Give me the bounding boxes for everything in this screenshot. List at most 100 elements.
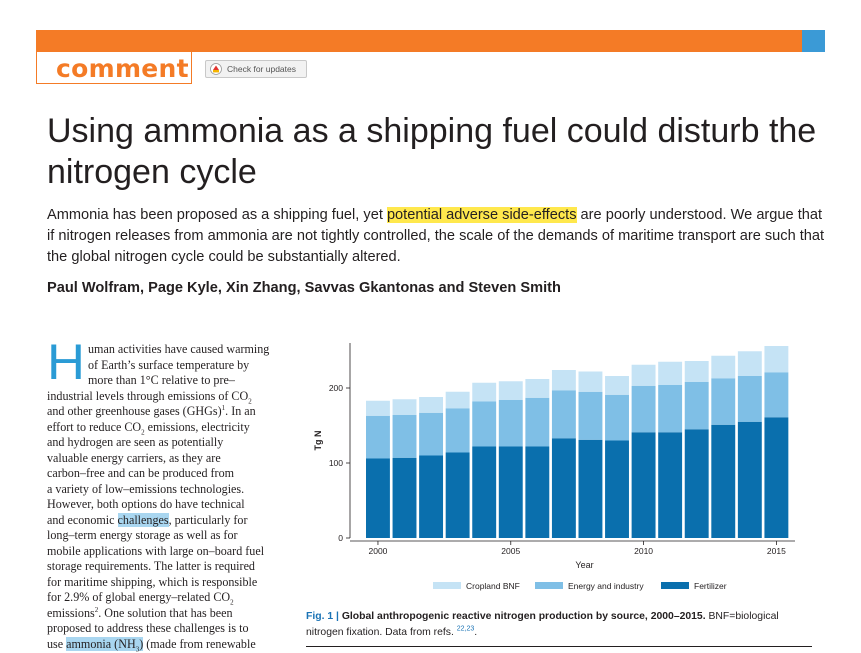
caption-text: nitrogen fixation. Data from refs. (306, 627, 457, 638)
bar-segment (366, 400, 390, 416)
body-text-segment: . In an (225, 404, 256, 418)
body-text-segment: for 2.9% of global energy–related CO (47, 590, 231, 604)
bar-segment (445, 391, 470, 409)
standfirst-pre: Ammonia has been proposed as a shipping … (47, 207, 387, 223)
bar-segment (392, 415, 417, 458)
body-line: proposed to address these challenges is … (47, 621, 249, 635)
bar-segment (737, 421, 762, 538)
body-line: industrial levels through emissions of C… (47, 389, 295, 405)
bar-segment (684, 429, 709, 538)
x-tick-label: 2005 (501, 546, 520, 556)
legend-swatch (661, 582, 689, 589)
reference-link[interactable]: 22,23 (456, 625, 475, 633)
subscript: 2 (230, 598, 234, 607)
body-line: carbon–free and can be produced from (47, 466, 235, 480)
bar-segment (498, 446, 523, 538)
legend-label: Energy and industry (568, 581, 644, 591)
body-text-segment: ) (139, 636, 144, 651)
reference-link[interactable]: 1 (221, 403, 226, 412)
bar-segment (472, 382, 497, 402)
check-updates-label: Check for updates (227, 64, 296, 74)
body-line: for 2.9% of global energy–related CO2 (47, 590, 295, 606)
subscript: 3 (135, 644, 140, 653)
bar-segment (392, 399, 417, 415)
legend-swatch (535, 582, 563, 589)
bar-segment (764, 372, 789, 418)
legend-swatch (433, 582, 461, 589)
y-tick-label: 100 (329, 458, 343, 468)
standfirst-highlight[interactable]: potential adverse side-effects (386, 207, 577, 223)
body-text-segment: emissions, electricity (144, 419, 250, 434)
dropcap: H (47, 342, 85, 380)
body-line: However, both options do have technical (47, 497, 245, 511)
bar-segment (445, 452, 470, 538)
bar-segment (419, 455, 444, 538)
bar-segment (578, 391, 603, 440)
bar-segment (605, 440, 629, 538)
authors: Paul Wolfram, Page Kyle, Xin Zhang, Savv… (47, 280, 561, 296)
caption-text: BNF=biological (705, 611, 779, 622)
bar-segment (445, 408, 470, 453)
bar-segment (366, 458, 390, 538)
bar-segment (658, 385, 683, 433)
bar-segment (711, 355, 736, 379)
highlight-ammonia[interactable]: ammonia (NH3) (66, 636, 144, 653)
body-text-segment: ammonia (NH (66, 636, 136, 651)
body-text-segment: and economic (47, 512, 118, 527)
article-title: Using ammonia as a shipping fuel could d… (47, 112, 817, 191)
body-text-segment: use (47, 636, 67, 651)
bar-segment (658, 432, 683, 538)
check-for-updates-button[interactable]: Check for updates (205, 60, 307, 78)
body-line: long–term energy storage as well as for (47, 528, 238, 542)
bar-segment (631, 385, 656, 433)
check-updates-icon (210, 63, 222, 75)
bar-segment (737, 376, 762, 422)
bar-segment (684, 361, 709, 382)
highlight-challenges[interactable]: challenges (117, 512, 169, 527)
figure-caption: Fig. 1 | Global anthropogenic reactive n… (306, 609, 816, 641)
body-line: more than 1°C relative to pre– (88, 373, 235, 387)
bottom-rule (306, 646, 812, 647)
body-line: uman activities have caused warming (88, 342, 270, 356)
body-line: and hydrogen are seen as potentially (47, 435, 224, 449)
x-tick-label: 2000 (368, 546, 387, 556)
body-text-segment: . One solution that has been (98, 605, 233, 620)
bar-segment (551, 370, 576, 391)
y-axis-label: Tg N (313, 431, 323, 451)
standfirst-post: are poorly understood. We argue that if … (47, 207, 825, 265)
x-axis-label: Year (575, 560, 593, 570)
bar-segment (366, 415, 390, 459)
bar-segment (525, 379, 550, 398)
body-text-segment: effort to reduce CO (47, 419, 142, 434)
bar-segment (578, 439, 603, 538)
subscript: 2 (248, 396, 252, 405)
y-tick-label: 0 (338, 533, 343, 543)
body-text-segment: (made from renewable (143, 636, 256, 651)
body-text: uman activities have caused warming of E… (47, 342, 295, 652)
body-line: of Earth’s surface temperature by (88, 357, 250, 372)
section-box (36, 52, 192, 84)
body-line: emissions2. One solution that has been (47, 606, 295, 622)
body-text-segment: and other greenhouse gases (GHGs) (47, 404, 222, 418)
body-text-segment: industrial levels through emissions of C… (47, 388, 249, 403)
bar-segment (472, 446, 497, 538)
bar-segment (551, 438, 576, 538)
dropcap-letter: H (47, 342, 85, 380)
section-label: comment (56, 54, 189, 83)
body-line: and economic challenges, particularly fo… (47, 512, 295, 529)
bar-segment (711, 378, 736, 425)
x-tick-label: 2015 (767, 546, 786, 556)
body-line: for maritime shipping, which is responsi… (47, 574, 258, 589)
reference-link[interactable]: 2 (94, 605, 99, 614)
bar-segment (605, 394, 629, 441)
bar-segment (419, 397, 444, 413)
standfirst: Ammonia has been proposed as a shipping … (47, 205, 827, 268)
body-line: use ammonia (NH3) (made from renewable (47, 636, 295, 653)
subscript: 2 (141, 427, 145, 436)
figure-title: Global anthropogenic reactive nitrogen p… (341, 611, 706, 622)
body-line: mobile applications with large on–board … (47, 543, 265, 558)
x-tick-label: 2010 (634, 546, 653, 556)
caption-text: . (474, 627, 478, 638)
bar-segment (711, 424, 736, 538)
body-line: and other greenhouse gases (GHGs)1. In a… (47, 404, 295, 420)
